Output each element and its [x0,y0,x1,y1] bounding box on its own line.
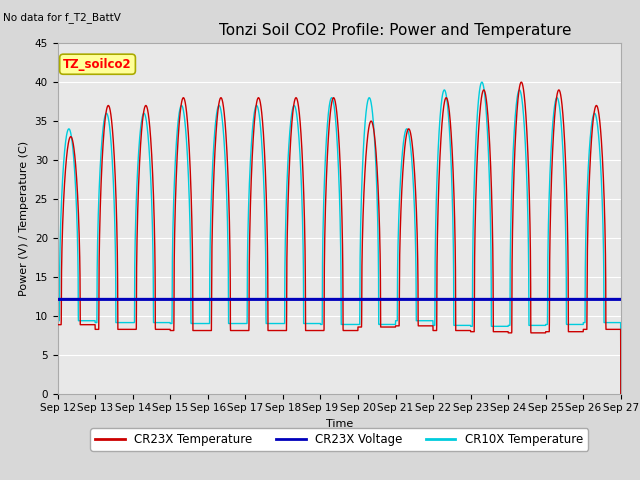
Text: No data for f_T2_BattV: No data for f_T2_BattV [3,12,121,23]
Legend: CR23X Temperature, CR23X Voltage, CR10X Temperature: CR23X Temperature, CR23X Voltage, CR10X … [90,428,588,451]
Title: Tonzi Soil CO2 Profile: Power and Temperature: Tonzi Soil CO2 Profile: Power and Temper… [220,23,572,38]
Y-axis label: Power (V) / Temperature (C): Power (V) / Temperature (C) [19,141,29,296]
Text: TZ_soilco2: TZ_soilco2 [63,58,132,71]
X-axis label: Time: Time [326,419,353,429]
